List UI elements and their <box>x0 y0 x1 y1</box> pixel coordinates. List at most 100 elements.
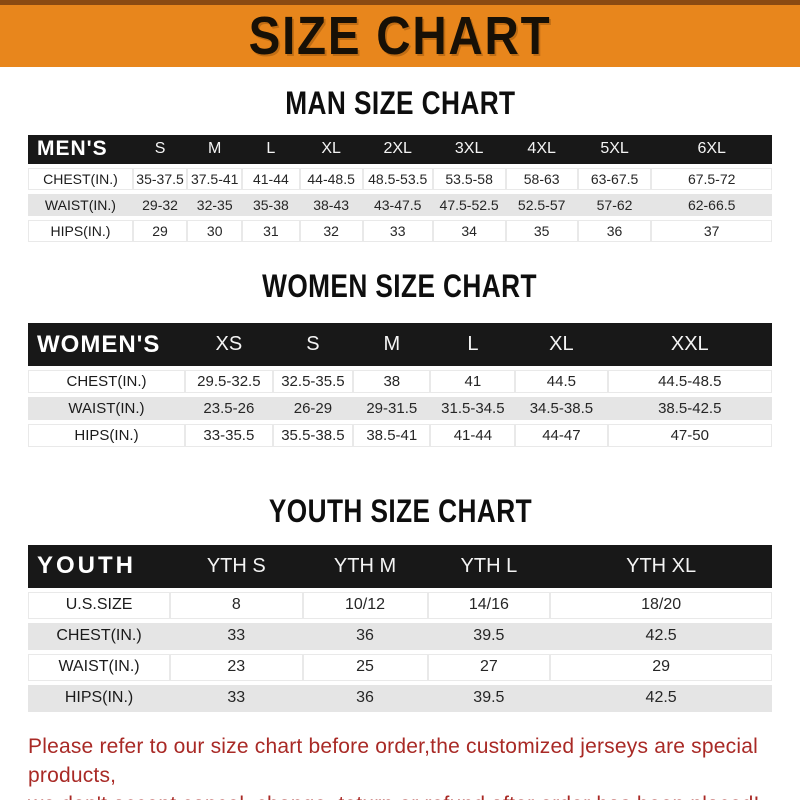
size-value-cell: 14/16 <box>427 591 551 619</box>
size-value-cell: 47.5-52.5 <box>432 193 506 216</box>
size-column-header: 2XL <box>362 134 433 164</box>
section-title-text: YOUTH SIZE CHART <box>268 493 532 530</box>
size-column-header: 5XL <box>577 134 652 164</box>
size-value-cell: 33 <box>362 219 433 242</box>
size-chart-section-youth: YOUTH SIZE CHART YOUTH YTH S YTH M YTH L YTH … <box>28 495 772 716</box>
table-row: CHEST(IN.) 35-37.5 37.5-41 41-44 44-48.5 48.5… <box>28 167 772 190</box>
size-value-cell: 53.5-58 <box>432 167 506 190</box>
size-value-cell: 47-50 <box>607 424 772 448</box>
size-value-cell: 32-35 <box>187 193 243 216</box>
size-value-cell: 29-32 <box>132 193 188 216</box>
size-value-cell: 32.5-35.5 <box>272 370 354 394</box>
size-value-cell: 37.5-41 <box>187 167 243 190</box>
section-title-mens: MAN SIZE CHART <box>28 85 772 121</box>
size-value-cell: 29 <box>132 219 188 242</box>
size-column-header: 6XL <box>651 134 772 164</box>
size-column-header: XS <box>184 323 273 367</box>
table-row: WAIST(IN.) 29-32 32-35 35-38 38-43 43-47.5 47.… <box>28 193 772 216</box>
banner-title: SIZE CHART <box>248 6 552 66</box>
row-label-cell: WAIST(IN.) <box>28 193 133 216</box>
size-value-cell: 41-44 <box>430 424 516 448</box>
size-value-cell: 44-48.5 <box>299 167 363 190</box>
size-chart-banner: SIZE CHART <box>0 0 800 67</box>
size-value-cell: 8 <box>170 591 303 619</box>
table-row: WAIST(IN.) 23.5-26 26-29 29-31.5 31.5-34.5 34… <box>28 397 772 421</box>
table-header-row: WOMEN'S XS S M L XL XXL <box>28 323 772 367</box>
size-value-cell: 18/20 <box>550 591 772 619</box>
size-value-cell: 33 <box>170 622 303 650</box>
charts-container: MAN SIZE CHART MEN'S S M L XL 2XL 3XL 4XL 5XL 6XL C… <box>28 85 772 716</box>
size-value-cell: 35.5-38.5 <box>272 424 354 448</box>
size-value-cell: 38.5-41 <box>353 424 431 448</box>
table-row: HIPS(IN.) 33-35.5 35.5-38.5 38.5-41 41-44 44-… <box>28 424 772 448</box>
size-value-cell: 44.5-48.5 <box>607 370 772 394</box>
size-value-cell: 31 <box>242 219 300 242</box>
size-value-cell: 35-38 <box>242 193 300 216</box>
size-value-cell: 38 <box>353 370 431 394</box>
size-column-header: S <box>132 134 188 164</box>
size-value-cell: 67.5-72 <box>651 167 772 190</box>
size-column-header: YTH XL <box>550 544 772 588</box>
size-value-cell: 33-35.5 <box>184 424 273 448</box>
size-column-header: YTH L <box>427 544 551 588</box>
size-value-cell: 44.5 <box>515 370 608 394</box>
size-value-cell: 37 <box>651 219 772 242</box>
size-chart-section-womens: WOMEN SIZE CHART WOMEN'S XS S M L XL XXL CHEST(I… <box>28 267 772 452</box>
size-value-cell: 39.5 <box>427 684 551 712</box>
size-value-cell: 36 <box>302 622 428 650</box>
group-label-womens: WOMEN'S <box>28 323 185 367</box>
size-value-cell: 35 <box>505 219 578 242</box>
table-row: CHEST(IN.) 33 36 39.5 42.5 <box>28 622 772 650</box>
size-value-cell: 31.5-34.5 <box>430 397 516 421</box>
size-column-header: YTH S <box>170 544 303 588</box>
row-label-cell: HIPS(IN.) <box>28 684 171 712</box>
row-label-cell: HIPS(IN.) <box>28 219 133 242</box>
size-value-cell: 44-47 <box>515 424 608 448</box>
size-value-cell: 35-37.5 <box>132 167 188 190</box>
size-table-womens: WOMEN'S XS S M L XL XXL CHEST(IN.) 29.5-32.5 32.5… <box>28 319 772 451</box>
size-column-header: L <box>430 323 516 367</box>
size-value-cell: 29.5-32.5 <box>184 370 273 394</box>
size-value-cell: 43-47.5 <box>362 193 433 216</box>
size-value-cell: 29-31.5 <box>353 397 431 421</box>
table-row: HIPS(IN.) 33 36 39.5 42.5 <box>28 684 772 712</box>
size-value-cell: 57-62 <box>577 193 652 216</box>
order-notice: Please refer to our size chart before or… <box>28 732 772 800</box>
row-label-cell: CHEST(IN.) <box>28 622 171 650</box>
row-label-cell: U.S.SIZE <box>28 591 171 619</box>
size-value-cell: 63-67.5 <box>577 167 652 190</box>
size-value-cell: 26-29 <box>272 397 354 421</box>
size-column-header: M <box>187 134 243 164</box>
size-value-cell: 23.5-26 <box>184 397 273 421</box>
size-column-header: L <box>242 134 300 164</box>
table-header-row: YOUTH YTH S YTH M YTH L YTH XL <box>28 544 772 588</box>
size-value-cell: 34.5-38.5 <box>515 397 608 421</box>
size-value-cell: 33 <box>170 684 303 712</box>
size-value-cell: 23 <box>170 653 303 681</box>
table-row: U.S.SIZE 8 10/12 14/16 18/20 <box>28 591 772 619</box>
size-value-cell: 52.5-57 <box>505 193 578 216</box>
size-value-cell: 39.5 <box>427 622 551 650</box>
size-value-cell: 32 <box>299 219 363 242</box>
section-title-text: WOMEN SIZE CHART <box>262 267 538 304</box>
size-column-header: XL <box>515 323 608 367</box>
size-column-header: 3XL <box>432 134 506 164</box>
table-row: HIPS(IN.) 29 30 31 32 33 34 35 36 37 <box>28 219 772 242</box>
size-value-cell: 58-63 <box>505 167 578 190</box>
size-value-cell: 42.5 <box>550 684 772 712</box>
size-value-cell: 38-43 <box>299 193 363 216</box>
size-table-youth: YOUTH YTH S YTH M YTH L YTH XL U.S.SIZE 8 10/12… <box>28 541 772 716</box>
row-label-cell: HIPS(IN.) <box>28 424 185 448</box>
table-row: WAIST(IN.) 23 25 27 29 <box>28 653 772 681</box>
row-label-cell: CHEST(IN.) <box>28 167 133 190</box>
size-value-cell: 41-44 <box>242 167 300 190</box>
section-title-text: MAN SIZE CHART <box>284 85 516 121</box>
size-value-cell: 27 <box>427 653 551 681</box>
size-value-cell: 62-66.5 <box>651 193 772 216</box>
size-value-cell: 41 <box>430 370 516 394</box>
group-label-mens: MEN'S <box>28 134 133 164</box>
size-column-header: XL <box>299 134 363 164</box>
size-chart-section-mens: MAN SIZE CHART MEN'S S M L XL 2XL 3XL 4XL 5XL 6XL C… <box>28 85 772 246</box>
size-column-header: 4XL <box>505 134 578 164</box>
group-label-youth: YOUTH <box>28 544 171 588</box>
